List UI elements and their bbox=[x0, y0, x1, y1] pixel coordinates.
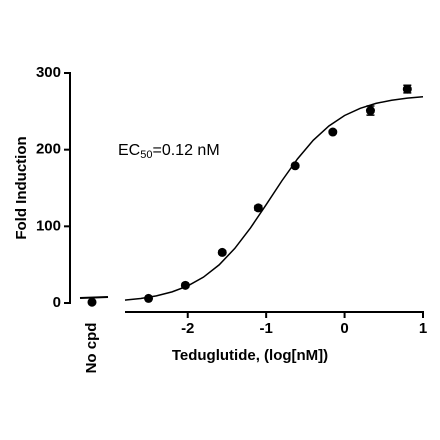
data-point bbox=[253, 203, 263, 213]
data-point bbox=[144, 293, 154, 303]
annotation-text: EC bbox=[118, 142, 140, 159]
data-point bbox=[290, 161, 300, 171]
x-tick-label: 1 bbox=[419, 320, 427, 337]
control-axis bbox=[79, 296, 109, 299]
annotation-subscript: 50 bbox=[140, 149, 152, 161]
fit-curve bbox=[124, 96, 424, 301]
y-tick-label: 300 bbox=[36, 64, 61, 81]
data-point bbox=[365, 106, 375, 116]
y-axis-label: Fold Induction bbox=[13, 136, 30, 239]
data-point bbox=[180, 280, 190, 290]
y-tick-label: 200 bbox=[36, 141, 61, 158]
control-point bbox=[87, 297, 97, 307]
x-axis-label: Teduglutide, (log[nM]) bbox=[172, 347, 328, 364]
x-tick-label: -2 bbox=[181, 320, 194, 337]
annotation-rest: =0.12 nM bbox=[152, 142, 219, 159]
data-point bbox=[328, 127, 338, 137]
y-tick-label: 100 bbox=[36, 217, 61, 234]
data-point bbox=[402, 84, 412, 94]
data-point bbox=[217, 247, 227, 257]
x-tick-label: 0 bbox=[340, 320, 348, 337]
control-label: No cpd bbox=[83, 323, 100, 374]
y-tick-label: 0 bbox=[53, 294, 61, 311]
x-tick-label: -1 bbox=[259, 320, 272, 337]
annotation: EC50=0.12 nM bbox=[118, 142, 220, 161]
